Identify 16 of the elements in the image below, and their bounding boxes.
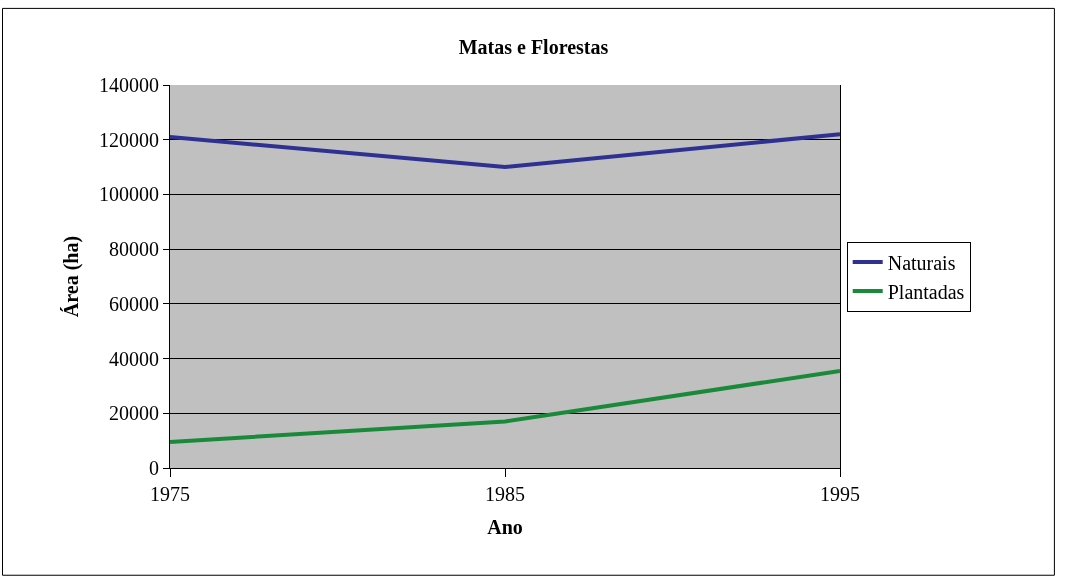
y-tick-label: 120000 xyxy=(99,128,159,151)
y-tick-label: 20000 xyxy=(109,402,159,425)
x-tick-label: 1985 xyxy=(485,483,525,505)
legend-label: Plantadas xyxy=(887,280,965,303)
y-tick-label: 100000 xyxy=(99,183,159,206)
x-tick-label: 1975 xyxy=(150,483,190,505)
y-tick-label: 140000 xyxy=(99,74,159,96)
y-tick-label: 60000 xyxy=(109,292,159,315)
y-axis-title: Área (ha) xyxy=(59,235,83,318)
x-axis-title: Ano xyxy=(487,515,523,538)
y-tick-label: 40000 xyxy=(109,347,159,370)
legend-label: Naturais xyxy=(887,251,956,274)
x-tick-label: 1995 xyxy=(820,483,860,505)
y-tick-label: 0 xyxy=(149,457,159,479)
chart-title: Matas e Florestas xyxy=(458,36,609,59)
y-tick-label: 80000 xyxy=(109,238,159,261)
